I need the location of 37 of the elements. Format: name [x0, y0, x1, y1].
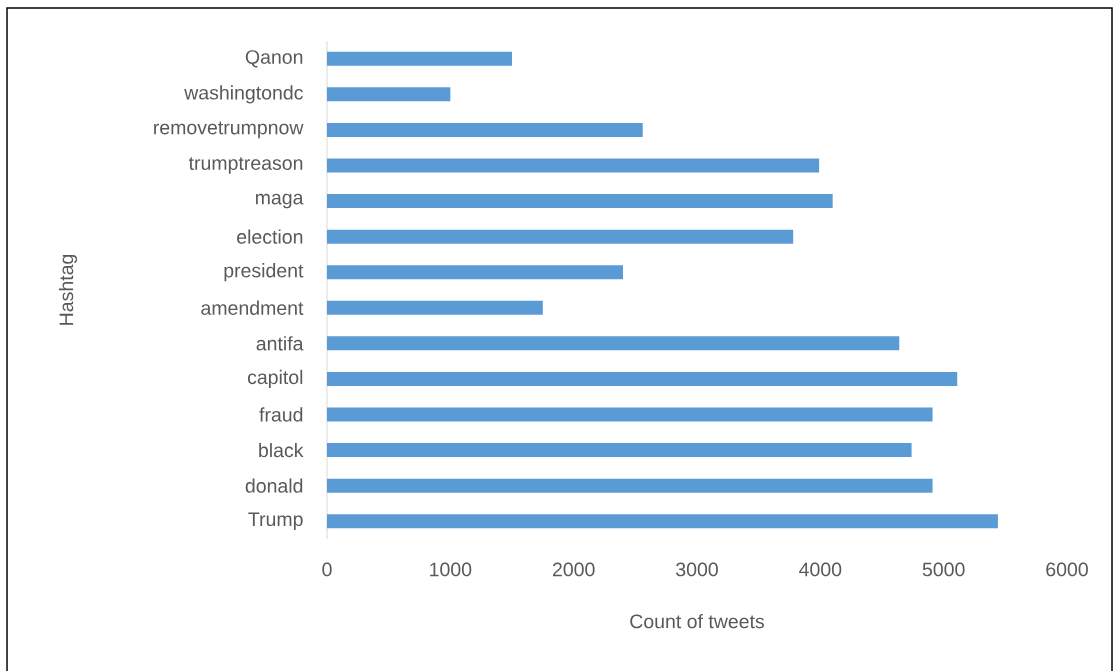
x-tick-label: 6000 — [1046, 562, 1088, 577]
y-tick-label: donald — [245, 478, 303, 493]
x-tick-label: 2000 — [552, 562, 595, 577]
y-tick-label: black — [259, 442, 304, 458]
y-tick-label: Qanon — [245, 50, 303, 68]
y-tick-label: washingtondc — [184, 85, 303, 104]
bar — [327, 51, 513, 66]
x-tick-label: 4000 — [799, 562, 842, 577]
bar — [327, 158, 820, 173]
x-tick-label: 0 — [322, 562, 332, 577]
y-axis-title: Hashtag — [58, 254, 78, 325]
bar — [327, 407, 933, 422]
bar — [327, 265, 623, 280]
y-tick-label: election — [237, 229, 303, 244]
bar — [327, 514, 998, 529]
bar — [327, 336, 900, 351]
bar — [327, 443, 912, 458]
y-tick-label: antifa — [256, 336, 304, 351]
y-tick-label: president — [224, 263, 304, 282]
y-tick-label: removetrumpnow — [154, 121, 304, 139]
x-tick-label: 1000 — [430, 562, 472, 577]
bar — [327, 300, 543, 315]
x-tick-label: 5000 — [922, 562, 965, 577]
bar — [327, 478, 933, 493]
bar — [327, 87, 451, 102]
y-tick-label: fraud — [259, 407, 303, 422]
bar — [327, 122, 643, 137]
bar — [327, 229, 794, 244]
x-tick-label: 3000 — [676, 562, 718, 577]
x-axis-title: Count of tweets — [630, 614, 765, 629]
y-tick-label: trumptreason — [188, 157, 303, 174]
bar — [327, 194, 833, 209]
bar — [327, 371, 958, 386]
y-tick-label: Trump — [248, 512, 303, 530]
y-tick-label: maga — [256, 193, 304, 209]
y-tick-label: amendment — [201, 300, 304, 315]
y-tick-label: capitol — [247, 369, 303, 389]
